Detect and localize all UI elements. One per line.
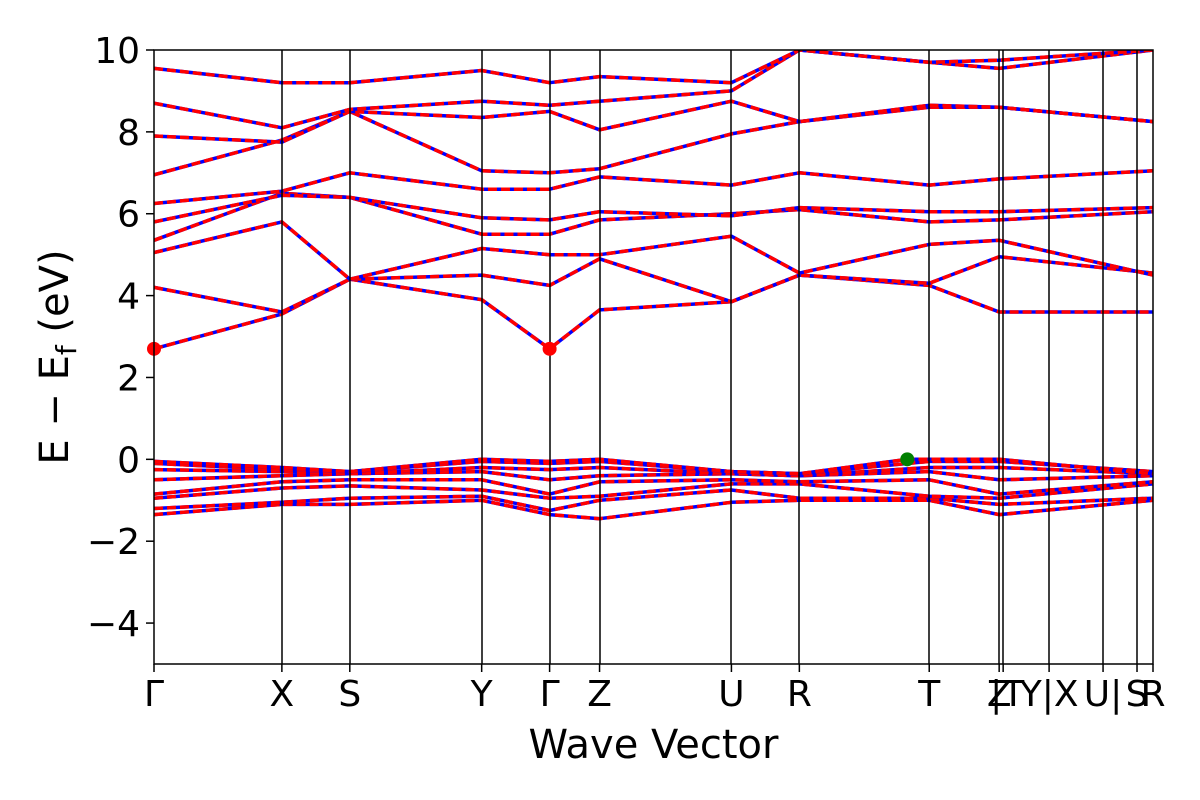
y-axis-title: E − Ef (eV)	[32, 249, 83, 464]
y-tick-label: −2	[87, 522, 140, 563]
x-tick-label: S	[1126, 674, 1149, 715]
x-axis-title: Wave Vector	[529, 722, 780, 768]
x-tick-label: Γ	[540, 674, 560, 715]
x-tick-label: R	[787, 674, 812, 715]
x-tick-label: T	[917, 674, 941, 715]
vbm-marker	[900, 452, 915, 467]
y-tick-label: 10	[94, 31, 140, 72]
x-tick-label: U	[718, 674, 744, 715]
y-axis-title-main: E − E	[32, 355, 78, 465]
y-tick-label: −4	[87, 604, 140, 645]
y-tick-label: 0	[117, 440, 140, 481]
y-tick-label: 2	[117, 358, 140, 399]
x-tick-label: S	[338, 674, 361, 715]
x-tick-label: R	[1140, 674, 1165, 715]
x-tick-label: Z	[987, 674, 1012, 715]
y-tick-label: 4	[117, 277, 140, 318]
y-tick-label: 6	[117, 195, 140, 236]
band-8-spin-down	[154, 457, 1153, 476]
band-14-spin-down	[154, 169, 1153, 206]
y-ticks: −4 −2 0 2 4 6 8 10	[87, 31, 154, 645]
kpoint-lines	[281, 50, 1138, 664]
x-tick-label: Z	[587, 674, 612, 715]
x-tick-label: |T	[990, 674, 1025, 715]
x-tick-label: Y	[470, 674, 494, 715]
y-tick-label: 8	[117, 113, 140, 154]
cbm-marker	[542, 341, 557, 356]
plot-frame	[153, 49, 1154, 665]
x-tick-label: U|	[1084, 674, 1122, 715]
x-tick-label: Y|X	[1019, 674, 1079, 715]
x-ticks: Γ X S Y Γ Z U R T Z|TY|X U| SR	[144, 664, 1166, 715]
x-tick-label: X	[270, 674, 295, 715]
y-axis-title-subscript: f	[50, 344, 83, 355]
y-axis-title-unit: (eV)	[32, 249, 78, 345]
x-tick-label: Γ	[144, 674, 164, 715]
